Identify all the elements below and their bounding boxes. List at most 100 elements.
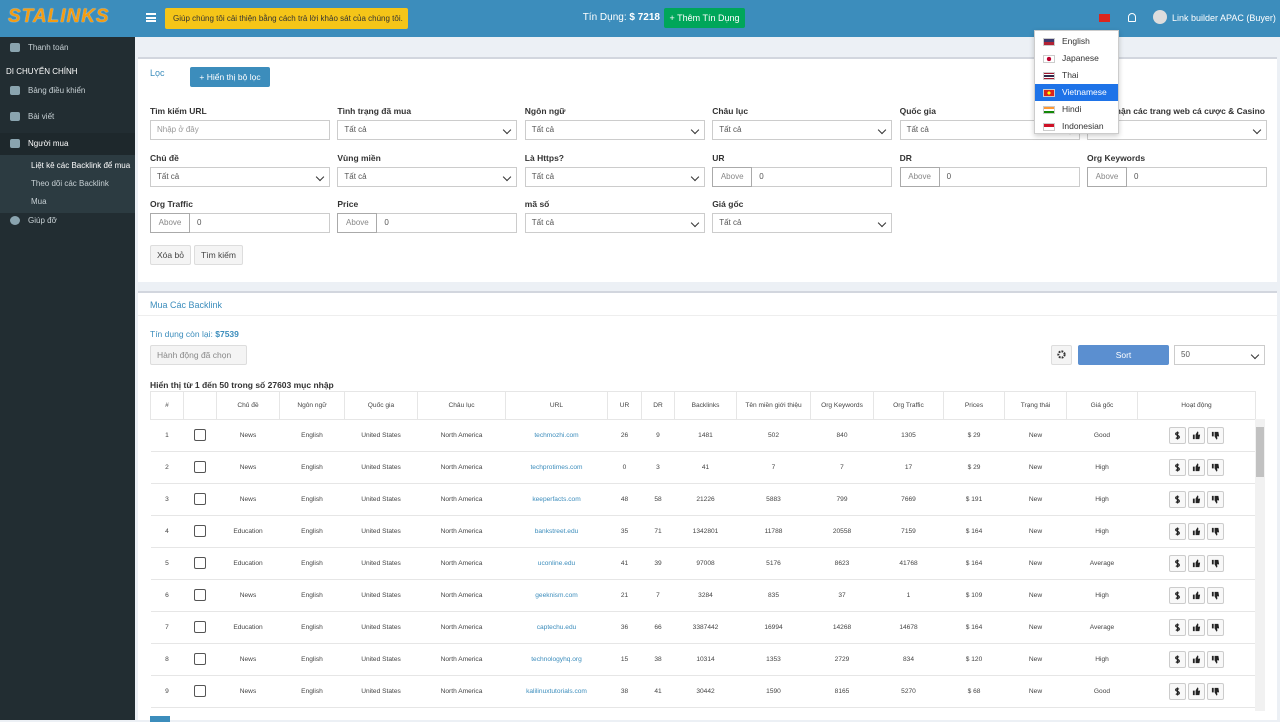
number-input[interactable]: Above 0 <box>337 213 518 233</box>
bulk-action[interactable]: Hành động đã chọn <box>150 345 247 365</box>
like-button[interactable] <box>1188 427 1205 444</box>
column-header[interactable]: Chủ đề <box>216 391 280 420</box>
add-credit-button[interactable]: + Thêm Tín Dụng <box>664 8 745 28</box>
column-header[interactable]: URL <box>505 391 608 420</box>
row-checkbox[interactable] <box>194 652 206 665</box>
language-option[interactable]: English <box>1035 33 1118 50</box>
select-input[interactable]: Tất cả <box>524 120 705 140</box>
dislike-button[interactable] <box>1207 459 1224 476</box>
nav-item[interactable]: Người mua <box>0 133 135 155</box>
dislike-button[interactable] <box>1207 651 1224 668</box>
like-button[interactable] <box>1188 555 1205 572</box>
url-cell[interactable]: technologyhq.org <box>505 643 608 676</box>
buy-button[interactable] <box>1169 555 1186 572</box>
nav-subitem[interactable]: Liệt kê các Backlink để mua <box>0 155 135 177</box>
buy-button[interactable] <box>1169 619 1186 636</box>
nav-item[interactable]: Bài viết <box>0 106 135 128</box>
survey-notice[interactable]: Giúp chúng tôi cải thiện bằng cách trả l… <box>165 8 408 29</box>
url-cell[interactable]: kalilinuxtutorials.com <box>505 675 608 708</box>
select-input[interactable]: Tất cả <box>524 213 705 233</box>
column-header[interactable]: Org Traffic <box>873 391 944 420</box>
buy-button[interactable] <box>1169 587 1186 604</box>
buy-button[interactable] <box>1169 427 1186 444</box>
column-header[interactable]: Quốc gia <box>344 391 418 420</box>
buy-button[interactable] <box>1169 651 1186 668</box>
nav-item[interactable]: Bảng điều khiển <box>0 80 135 102</box>
like-button[interactable] <box>1188 587 1205 604</box>
row-checkbox[interactable] <box>194 556 206 569</box>
url-cell[interactable]: techmozhi.com <box>505 419 608 452</box>
user-name[interactable]: Link builder APAC (Buyer) <box>1172 13 1276 23</box>
buy-button[interactable] <box>1169 523 1186 540</box>
nav-item[interactable]: Thanh toán <box>0 37 135 59</box>
settings-button[interactable] <box>1051 345 1072 365</box>
number-input[interactable]: Above 0 <box>712 166 893 187</box>
column-header[interactable]: Prices <box>943 391 1005 420</box>
select-input[interactable]: Tất cả <box>337 166 518 187</box>
column-header[interactable]: UR <box>607 391 642 420</box>
select-input[interactable]: Tất cả <box>150 166 330 187</box>
row-checkbox[interactable] <box>194 684 206 697</box>
buy-button[interactable] <box>1169 459 1186 476</box>
dislike-button[interactable] <box>1207 683 1224 700</box>
like-button[interactable] <box>1188 523 1205 540</box>
text-input[interactable]: Nhập ở đây <box>150 120 330 140</box>
url-cell[interactable]: uconline.edu <box>505 547 608 580</box>
column-header[interactable]: Tên miền giới thiệu <box>736 391 811 420</box>
like-button[interactable] <box>1188 683 1205 700</box>
column-header[interactable]: Org Keywords <box>810 391 874 420</box>
dislike-button[interactable] <box>1207 491 1224 508</box>
row-checkbox[interactable] <box>194 492 206 505</box>
menu-toggle[interactable] <box>146 13 156 22</box>
dislike-button[interactable] <box>1207 523 1224 540</box>
number-input[interactable]: Above 0 <box>899 166 1080 187</box>
show-filter-button[interactable]: + Hiển thị bộ lọc <box>190 67 270 87</box>
select-input[interactable]: Tất cả <box>712 120 893 140</box>
nav-item[interactable]: Giúp đỡ <box>0 210 135 232</box>
column-header[interactable]: Hoạt động <box>1137 391 1256 420</box>
column-header[interactable]: DR <box>641 391 675 420</box>
row-checkbox[interactable] <box>194 524 206 537</box>
column-header[interactable]: Ngôn ngữ <box>279 391 345 420</box>
row-checkbox[interactable] <box>194 620 206 633</box>
select-input[interactable]: Tất cả <box>337 120 518 140</box>
search-button[interactable]: Tìm kiếm <box>194 245 243 265</box>
language-option[interactable]: Hindi <box>1035 101 1118 118</box>
like-button[interactable] <box>1188 459 1205 476</box>
buy-button[interactable] <box>1169 683 1186 700</box>
dislike-button[interactable] <box>1207 427 1224 444</box>
number-input[interactable]: Above 0 <box>150 213 330 233</box>
url-cell[interactable]: geeknism.com <box>505 579 608 612</box>
row-checkbox[interactable] <box>194 460 206 473</box>
sort-button[interactable]: Sort <box>1078 345 1169 365</box>
column-header[interactable]: Backlinks <box>674 391 737 420</box>
language-option[interactable]: Japanese <box>1035 50 1118 67</box>
clear-button[interactable]: Xóa bỏ <box>150 245 191 265</box>
select-input[interactable]: Tất cả <box>712 213 893 233</box>
url-cell[interactable]: techprotimes.com <box>505 451 608 484</box>
url-cell[interactable]: captechu.edu <box>505 611 608 644</box>
dislike-button[interactable] <box>1207 555 1224 572</box>
buy-button[interactable] <box>1169 491 1186 508</box>
like-button[interactable] <box>1188 619 1205 636</box>
language-option[interactable]: Vietnamese <box>1035 84 1118 101</box>
number-input[interactable]: Above 0 <box>1087 166 1267 187</box>
language-option[interactable]: Indonesian <box>1035 118 1118 135</box>
nav-subitem[interactable]: Theo dõi các Backlink <box>0 173 135 195</box>
notifications[interactable] <box>1128 13 1136 22</box>
language-option[interactable]: Thai <box>1035 67 1118 84</box>
row-checkbox[interactable] <box>194 588 206 601</box>
url-cell[interactable]: keeperfacts.com <box>505 483 608 516</box>
page-size[interactable]: 50 <box>1174 345 1265 365</box>
url-cell[interactable]: bankstreet.edu <box>505 515 608 548</box>
like-button[interactable] <box>1188 491 1205 508</box>
column-header[interactable]: Trạng thái <box>1004 391 1067 420</box>
column-header[interactable]: Châu lục <box>417 391 506 420</box>
select-input[interactable]: Tất cả <box>524 166 705 187</box>
row-checkbox[interactable] <box>194 428 206 441</box>
nav-subitem[interactable]: Mua <box>0 191 135 213</box>
dislike-button[interactable] <box>1207 619 1224 636</box>
column-header[interactable]: # <box>150 391 184 420</box>
logo[interactable]: STALINKS <box>8 6 110 27</box>
like-button[interactable] <box>1188 651 1205 668</box>
